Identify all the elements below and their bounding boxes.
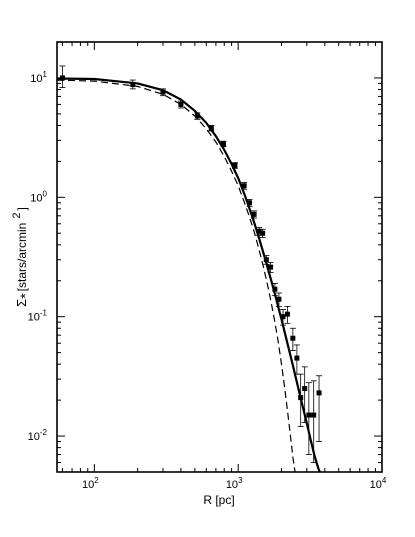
data-point (280, 314, 286, 320)
dashed-model-curve (57, 79, 296, 472)
data-point (284, 311, 290, 317)
y-axis-title-sigma: Σ (14, 299, 29, 307)
data-point (220, 141, 226, 147)
data-point (268, 264, 274, 270)
y-tick-label: 10-2 (28, 428, 48, 443)
y-tick-label-exponent: 1 (43, 70, 48, 79)
y-axis-title-unit: [stars/arcmin (15, 223, 29, 292)
y-tick-label-exponent: 0 (43, 189, 48, 198)
y-tick-label-base: 10 (30, 192, 42, 204)
y-tick-label-exponent: -1 (40, 309, 48, 318)
data-point (311, 412, 317, 418)
data-point (232, 162, 238, 168)
data-point (294, 355, 300, 361)
y-axis-title-close: ] (15, 207, 29, 210)
x-tick-label-exponent: 3 (238, 476, 243, 485)
data-point (160, 89, 166, 95)
data-point (263, 257, 269, 263)
x-tick-label-base: 10 (226, 479, 238, 491)
data-point (247, 200, 253, 206)
y-tick-label-base: 10 (28, 431, 40, 443)
x-axis-title: R [pc] (203, 493, 234, 507)
y-axis-title: Σ*[stars/arcmin 2] (11, 207, 33, 307)
x-tick-label-base: 10 (370, 479, 382, 491)
data-point (316, 390, 322, 396)
data-point (290, 335, 296, 341)
data-point (302, 386, 308, 392)
data-point (194, 113, 200, 119)
plot-frame (56, 41, 383, 473)
data-point (276, 296, 282, 302)
data-point (208, 125, 214, 131)
y-tick-label-base: 10 (28, 312, 40, 324)
x-tick-label: 103 (226, 476, 243, 491)
y-tick-label: 101 (30, 70, 47, 85)
data-point (306, 412, 312, 418)
data-point (260, 230, 266, 236)
y-tick-label-exponent: -2 (40, 428, 48, 437)
x-tick-label-exponent: 4 (382, 476, 387, 485)
data-point (272, 286, 278, 292)
y-axis-title-superscript: 2 (11, 213, 23, 219)
data-point (298, 395, 304, 401)
y-tick-label: 10-1 (28, 309, 48, 324)
data-point (178, 101, 184, 107)
data-point (241, 183, 247, 189)
y-tick-label-base: 10 (30, 73, 42, 85)
svg-text:Σ*[stars/arcmin2]: Σ*[stars/arcmin 2] (11, 207, 33, 307)
solid-model-curve (57, 77, 322, 472)
x-tick-label-exponent: 2 (94, 476, 99, 485)
data-point (256, 228, 262, 234)
data-point (130, 82, 136, 88)
data-point (251, 211, 257, 217)
x-tick-label: 104 (370, 476, 387, 491)
x-tick-label: 102 (82, 476, 99, 491)
y-tick-label: 100 (30, 189, 47, 204)
y-axis-title-subscript: * (17, 293, 33, 299)
x-tick-label-base: 10 (82, 479, 94, 491)
